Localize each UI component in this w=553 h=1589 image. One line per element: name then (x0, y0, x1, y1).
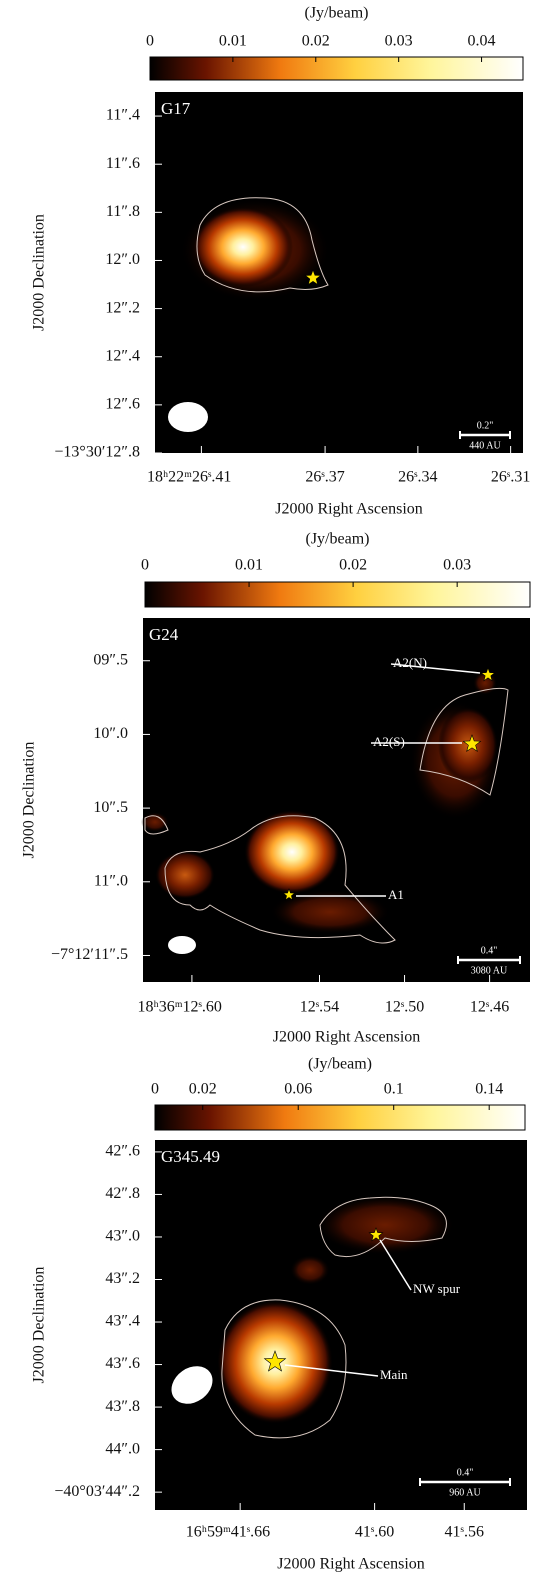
x-axis-title: J2000 Right Ascension (273, 1029, 421, 1046)
y-tick-label: 43″.0 (105, 1228, 140, 1245)
y-tick-label: 43″.6 (105, 1355, 140, 1372)
y-axis-title: J2000 Declination (31, 214, 48, 331)
y-axis-title: J2000 Declination (31, 1267, 48, 1384)
scale-bar-distance: 960 AU (449, 1487, 481, 1498)
scale-bar-length: 0.4" (457, 1467, 474, 1478)
colorbar-tick-label: 0.01 (219, 33, 247, 50)
x-tick-label: 26ˢ.37 (305, 469, 344, 486)
annotation-line (390, 663, 481, 674)
x-tick-label: 26ˢ.31 (491, 469, 530, 486)
contour (144, 687, 509, 944)
scale-bar-length: 0.4" (481, 945, 498, 956)
y-tick-label: 11″.0 (94, 872, 128, 889)
colorbar-tick-label: 0.02 (339, 557, 367, 574)
source-star (480, 667, 496, 682)
x-tick-label: 12ˢ.54 (300, 999, 339, 1016)
colorbar-label: (Jy/beam) (305, 5, 369, 22)
colorbar-tick-label: 0.06 (284, 1081, 312, 1098)
colorbar-tick-label: 0.02 (302, 33, 330, 50)
colorbar (154, 1104, 526, 1131)
y-tick-label: 42″.6 (105, 1143, 140, 1160)
annotation: A2(S) (373, 734, 405, 749)
panel-label: G24 (149, 625, 179, 644)
colorbar (149, 56, 524, 81)
panel-label: G345.49 (161, 1147, 220, 1166)
emission (270, 890, 390, 934)
emission (155, 851, 215, 899)
y-tick-label: 44″.0 (105, 1440, 140, 1457)
annotation-line (284, 1364, 379, 1377)
colorbar-tick-label: 0.03 (385, 33, 413, 50)
y-tick-label: 11″.8 (106, 203, 140, 220)
image-frame (155, 1140, 527, 1510)
y-tick-label: −40°03′44″.2 (54, 1483, 140, 1500)
emission (244, 810, 340, 894)
panel-label: G17 (161, 99, 191, 118)
colorbar-tick-label: 0 (151, 1081, 159, 1098)
x-axis-title: J2000 Right Ascension (277, 1556, 425, 1573)
y-tick-label: 12″.6 (105, 396, 140, 413)
colorbar (144, 581, 531, 608)
y-tick-label: 43″.2 (105, 1270, 140, 1287)
annotation-line (379, 1239, 412, 1291)
annotation: Main (380, 1367, 408, 1382)
beam (171, 1366, 213, 1404)
contour (196, 197, 329, 293)
contour (221, 1196, 447, 1439)
source-star (462, 734, 482, 752)
colorbar-label: (Jy/beam) (308, 1056, 372, 1073)
colorbar-tick-label: 0.14 (475, 1081, 503, 1098)
y-tick-label: 11″.6 (106, 155, 140, 172)
colorbar-tick-label: 0.02 (189, 1081, 217, 1098)
source-star (282, 888, 296, 901)
x-tick-label: 41ˢ.60 (355, 1524, 394, 1541)
colorbar-tick-label: 0.04 (468, 33, 496, 50)
x-tick-label: 18ʰ22ᵐ26ˢ.41 (147, 469, 231, 486)
x-axis-title: J2000 Right Ascension (275, 501, 423, 518)
x-tick-label: 26ˢ.34 (398, 469, 437, 486)
scale-bar-distance: 3080 AU (471, 965, 508, 976)
y-tick-label: 12″.0 (105, 251, 140, 268)
y-tick-label: 12″.2 (105, 299, 140, 316)
annotation: A2(N) (393, 655, 427, 670)
source-star (263, 1350, 287, 1372)
y-tick-label: −13°30′12″.8 (54, 444, 140, 461)
emission (315, 1195, 455, 1255)
colorbar-label: (Jy/beam) (306, 531, 370, 548)
x-tick-label: 41ˢ.56 (445, 1524, 484, 1541)
y-tick-label: 12″.4 (105, 347, 140, 364)
y-tick-label: 10″.0 (93, 725, 128, 742)
y-tick-label: 43″.4 (105, 1313, 140, 1330)
emission (193, 207, 293, 287)
x-tick-label: 12ˢ.46 (470, 999, 509, 1016)
scale-bar-distance: 440 AU (469, 440, 501, 451)
y-tick-label: 43″.8 (105, 1398, 140, 1415)
y-tick-label: 42″.8 (105, 1185, 140, 1202)
y-axis-title: J2000 Declination (21, 742, 38, 859)
colorbar-tick-label: 0.03 (443, 557, 471, 574)
annotation: A1 (388, 887, 404, 902)
source-star (368, 1227, 384, 1242)
y-tick-label: 10″.5 (93, 799, 128, 816)
y-tick-label: 09″.5 (93, 651, 128, 668)
colorbar-tick-label: 0.1 (384, 1081, 404, 1098)
scale-bar-length: 0.2" (477, 420, 494, 431)
beam (168, 936, 196, 954)
y-tick-label: −7°12′11″.5 (51, 946, 128, 963)
colorbar-tick-label: 0 (141, 557, 149, 574)
x-tick-label: 16ʰ59ᵐ41ˢ.66 (186, 1524, 270, 1541)
emission (290, 1255, 330, 1285)
colorbar-tick-label: 0 (146, 33, 154, 50)
x-tick-label: 12ˢ.50 (385, 999, 424, 1016)
y-tick-label: 11″.4 (106, 107, 140, 124)
colorbar-tick-label: 0.01 (235, 557, 263, 574)
source-star (304, 269, 322, 286)
beam (168, 402, 208, 432)
annotation: NW spur (413, 1281, 461, 1296)
x-tick-label: 18ʰ36ᵐ12ˢ.60 (138, 999, 222, 1016)
